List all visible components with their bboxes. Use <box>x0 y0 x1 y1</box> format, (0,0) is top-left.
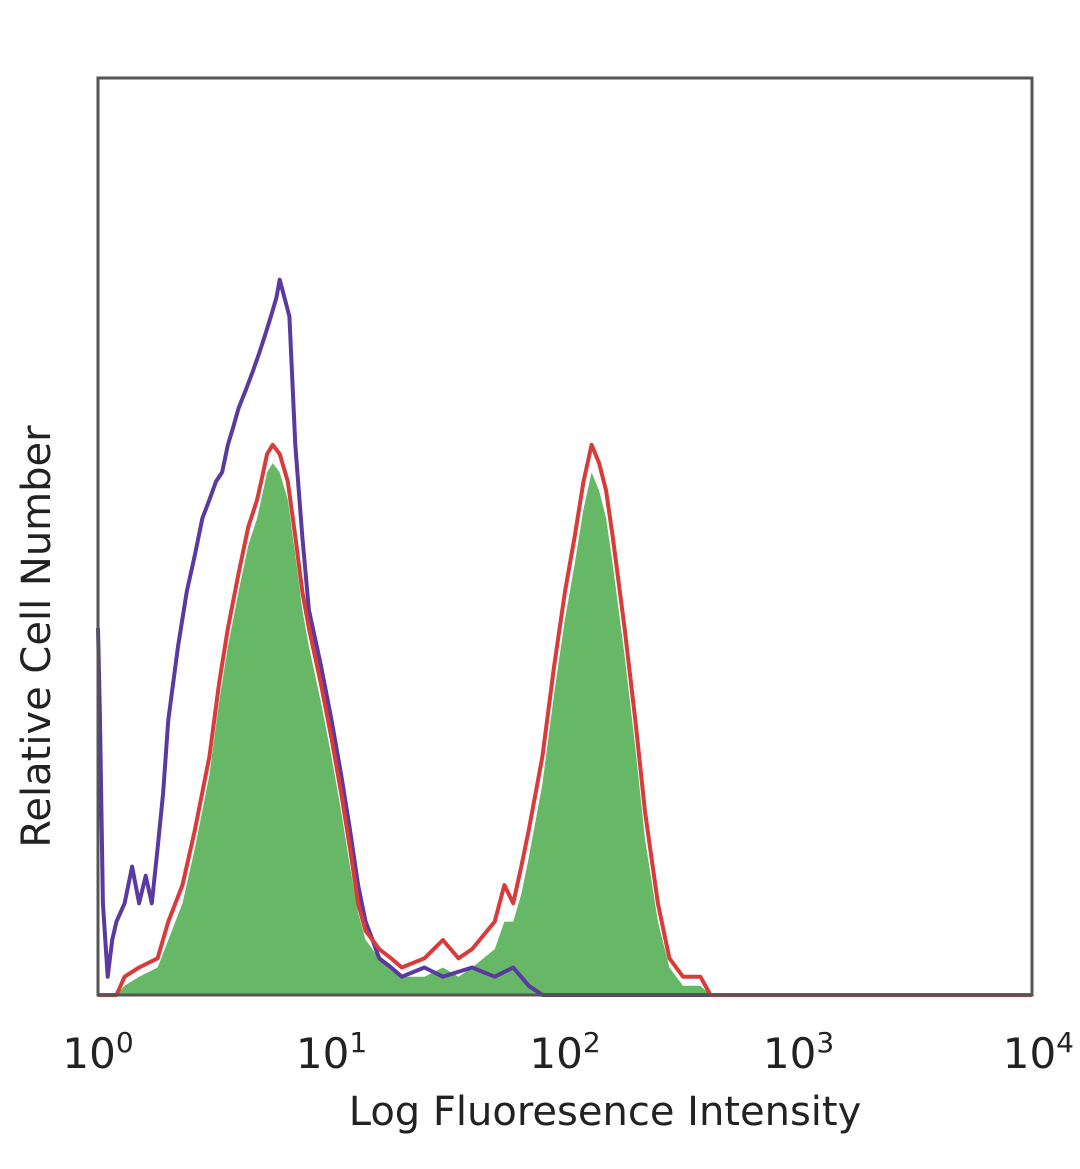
x-tick-label: 103 <box>763 1026 834 1078</box>
x-axis-title: Log Fluoresence Intensity <box>349 1089 862 1135</box>
x-tick-label: 102 <box>529 1026 600 1078</box>
histogram-series-2-fill <box>98 463 1032 996</box>
x-tick-exponent: 2 <box>583 1026 601 1059</box>
plot-area <box>96 277 1032 997</box>
x-tick-base: 10 <box>1003 1029 1056 1078</box>
x-tick-base: 10 <box>529 1029 582 1078</box>
x-tick-label: 100 <box>62 1026 133 1078</box>
x-tick-base: 10 <box>62 1029 115 1078</box>
x-tick-label: 104 <box>1003 1026 1074 1078</box>
x-tick-base: 10 <box>296 1029 349 1078</box>
x-tick-exponent: 0 <box>116 1026 134 1059</box>
histogram-series-0-line <box>96 277 1032 997</box>
x-tick-exponent: 3 <box>816 1026 834 1059</box>
x-tick-exponent: 1 <box>349 1026 367 1059</box>
y-axis-title: Relative Cell Number <box>14 425 60 848</box>
histogram-series-1-line <box>98 442 1032 997</box>
x-tick-exponent: 4 <box>1056 1026 1074 1059</box>
x-axis-ticks: 100 101 102 103 104 <box>62 1026 1074 1078</box>
plot-frame <box>96 76 1034 997</box>
x-tick-base: 10 <box>763 1029 816 1078</box>
x-tick-label: 101 <box>296 1026 367 1078</box>
